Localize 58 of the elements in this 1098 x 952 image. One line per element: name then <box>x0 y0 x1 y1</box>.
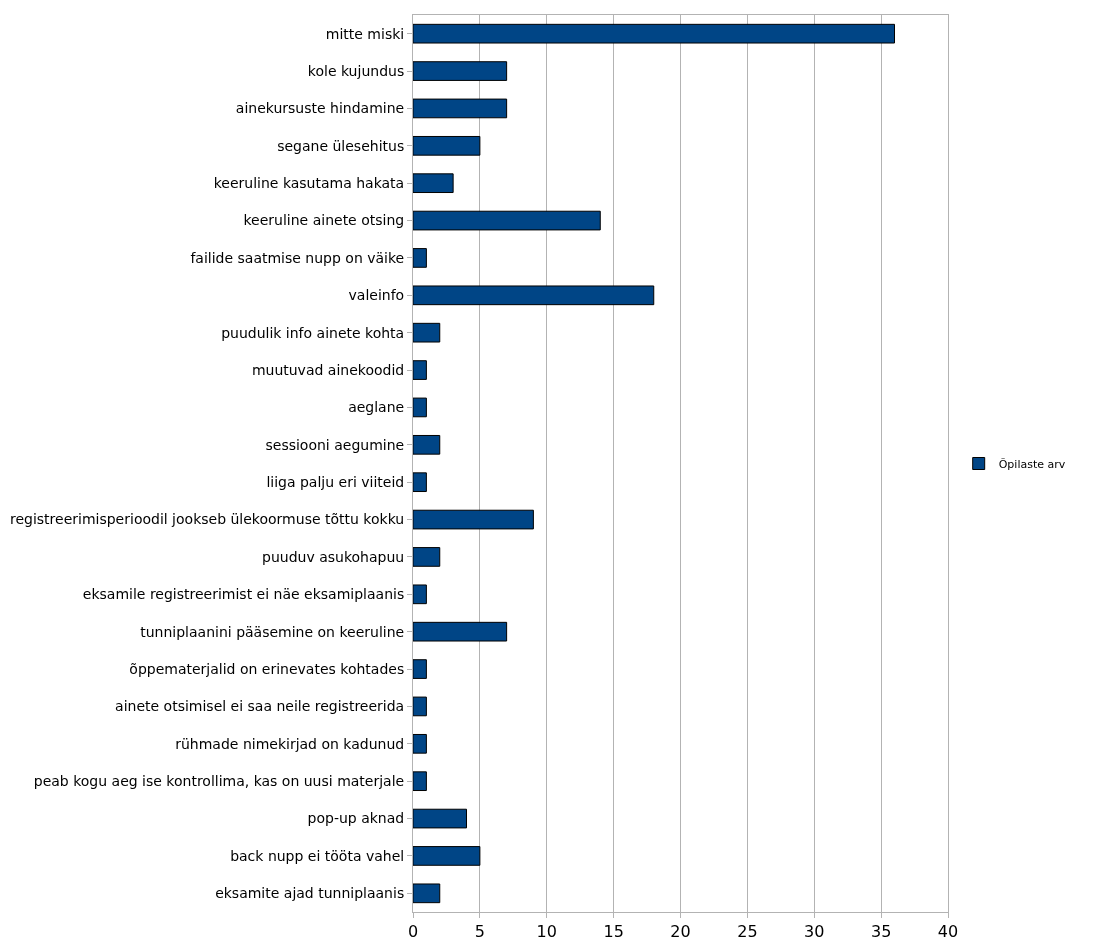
y-tick-label: sessiooni aegumine <box>265 436 405 453</box>
y-tick-label: muutuvad ainekoodid <box>251 361 405 378</box>
bar <box>413 808 467 829</box>
bar <box>413 285 655 306</box>
bar <box>413 173 454 194</box>
y-tick-label: back nupp ei tööta vahel <box>230 847 405 864</box>
bar <box>413 322 441 343</box>
bar <box>413 135 481 156</box>
y-tick-label: keeruline kasutama hakata <box>213 175 405 192</box>
bar <box>413 248 427 268</box>
y-tick-label: rühmade nimekirjad on kadunud <box>175 735 405 752</box>
bar <box>413 771 427 792</box>
bar <box>413 621 508 642</box>
x-tick-label: 5 <box>474 922 485 942</box>
bar <box>413 23 895 44</box>
bar <box>413 360 427 380</box>
y-tick-label: registreerimisperioodil jookseb ülekoormuse tõttu kokku <box>9 511 405 528</box>
y-tick-label: keeruline ainete otsing <box>243 212 405 229</box>
y-tick-label: eksamite ajad tunniplaanis <box>215 885 405 902</box>
y-tick-label: kole kujundus <box>307 62 405 79</box>
x-tick-label: 25 <box>737 922 758 942</box>
y-tick-label: puuduv asukohapuu <box>262 548 405 565</box>
y-tick-label: peab kogu aeg ise kontrollima, kas on uusi materjale <box>33 773 405 790</box>
y-tick-label: ainekursuste hindamine <box>235 100 405 117</box>
bar <box>413 397 427 418</box>
y-tick-label: segane ülesehitus <box>277 137 405 154</box>
bar <box>413 509 534 530</box>
y-tick-label: ainete otsimisel ei saa neile registreerida <box>115 698 405 715</box>
y-tick-label: valeinfo <box>348 287 405 304</box>
x-tick-label: 15 <box>603 922 624 942</box>
bar <box>413 547 441 567</box>
y-tick-label: eksamile registreerimist ei näe eksamiplaanis <box>82 586 405 603</box>
bar <box>413 659 427 679</box>
legend-label: Õpilaste arv <box>998 457 1066 471</box>
y-tick-label: aeglane <box>348 399 405 416</box>
y-tick-label: failide saatmise nupp on väike <box>190 249 405 266</box>
y-tick-label: mitte miski <box>325 25 405 42</box>
y-tick-label: puudulik info ainete kohta <box>221 324 405 341</box>
x-tick-label: 35 <box>870 922 892 942</box>
y-tick-label: õppematerjalid on erinevates kohtades <box>129 660 405 677</box>
x-tick-label: 30 <box>804 922 825 942</box>
x-tick-label: 0 <box>407 922 419 942</box>
bar <box>413 696 427 717</box>
bar <box>413 883 441 904</box>
bar <box>413 61 508 81</box>
y-tick-label: liiga palju eri viiteid <box>266 474 405 491</box>
y-tick-label: tunniplaanini pääsemine on keeruline <box>140 623 405 640</box>
x-tick-label: 10 <box>536 922 557 942</box>
bar <box>413 584 427 605</box>
bar <box>413 434 441 455</box>
bar <box>413 846 481 866</box>
bar <box>413 472 427 493</box>
x-tick-label: 40 <box>937 922 959 942</box>
bar <box>413 98 508 119</box>
y-tick-label: pop-up aknad <box>307 810 405 827</box>
x-tick-label: 20 <box>670 922 691 942</box>
bar <box>413 210 601 231</box>
bar <box>413 733 427 754</box>
